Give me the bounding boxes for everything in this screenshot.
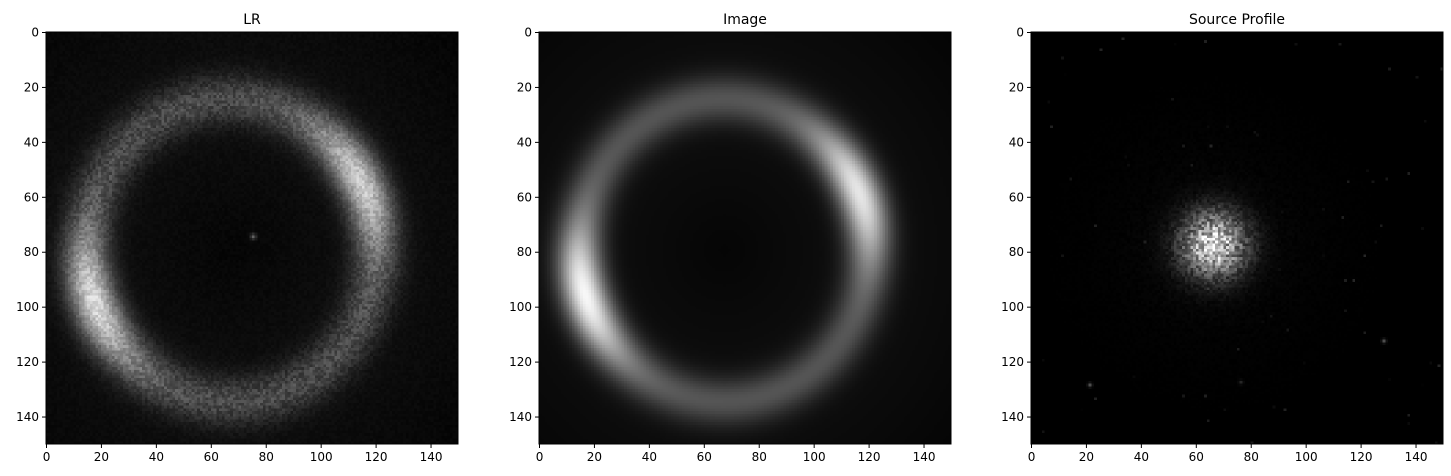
y-tick-label: 0 (31, 26, 39, 40)
x-tick-label: 140 (913, 450, 936, 464)
y-tick-label: 80 (1009, 245, 1024, 259)
panel-title-lr: LR (243, 12, 261, 28)
x-tick-label: 0 (43, 450, 51, 464)
y-tick-label: 140 (509, 410, 532, 424)
x-tick-label: 40 (642, 450, 657, 464)
y-tick-label: 140 (1001, 410, 1024, 424)
x-tick-label: 100 (310, 450, 333, 464)
x-tick-label: 40 (149, 450, 164, 464)
y-tick-label: 40 (517, 135, 532, 149)
y-tick-label: 120 (16, 355, 39, 369)
y-tick-label: 60 (1009, 190, 1024, 204)
heatmap-lr (46, 32, 458, 444)
x-tick-label: 20 (1079, 450, 1094, 464)
axes-frame-image (538, 31, 952, 445)
y-tick-label: 60 (24, 190, 39, 204)
x-tick-label: 80 (259, 450, 274, 464)
panel-title-image: Image (723, 12, 767, 28)
y-tick-label: 140 (16, 410, 39, 424)
x-tick-label: 140 (420, 450, 443, 464)
y-tick-label: 40 (1009, 135, 1024, 149)
axes-ticks-image: 0 20 40 60 80 100 120 140 0 20 40 60 80 100 120 140 (509, 26, 935, 465)
y-tick-label: 120 (509, 355, 532, 369)
x-tick-label: 20 (587, 450, 602, 464)
x-tick-label: 100 (1295, 450, 1318, 464)
y-tick-label: 80 (24, 245, 39, 259)
heatmap-canvas-source-profile (1031, 32, 1443, 444)
x-tick-label: 80 (752, 450, 767, 464)
x-tick-label: 60 (1189, 450, 1204, 464)
heatmap-canvas-lr (46, 32, 458, 444)
x-tick-label: 80 (1244, 450, 1259, 464)
y-tick-label: 100 (16, 300, 39, 314)
panel-image: Image 0 20 40 60 80 100 120 140 0 20 40 60 80 100 120 1… (509, 12, 952, 465)
x-tick-label: 100 (803, 450, 826, 464)
x-tick-label: 120 (1350, 450, 1373, 464)
axes-ticks-source-profile: 0 20 40 60 80 100 120 140 0 20 40 60 80 100 120 140 (1001, 26, 1427, 465)
x-tick-label: 60 (697, 450, 712, 464)
y-tick-label: 100 (1001, 300, 1024, 314)
heatmap-source-profile (1031, 32, 1443, 444)
panel-source-profile: Source Profile 0 20 40 60 80 100 120 140 0 20 40 60… (1001, 12, 1444, 465)
axes-ticks-lr: 0 20 40 60 80 100 120 140 0 20 40 60 80 100 120 140 (16, 26, 442, 465)
x-tick-label: 120 (858, 450, 881, 464)
panel-title-source-profile: Source Profile (1189, 12, 1285, 28)
x-tick-label: 0 (1028, 450, 1036, 464)
y-tick-label: 60 (517, 190, 532, 204)
y-tick-label: 20 (517, 80, 532, 94)
y-tick-label: 20 (1009, 80, 1024, 94)
y-tick-label: 40 (24, 135, 39, 149)
x-tick-label: 20 (94, 450, 109, 464)
heatmap-image (539, 32, 951, 444)
x-tick-label: 60 (204, 450, 219, 464)
axes-frame-source-profile (1030, 31, 1444, 445)
y-tick-label: 80 (517, 245, 532, 259)
y-tick-label: 100 (509, 300, 532, 314)
x-tick-label: 120 (365, 450, 388, 464)
x-tick-label: 40 (1134, 450, 1149, 464)
x-tick-label: 0 (536, 450, 544, 464)
panel-lr: LR 0 20 40 60 80 100 120 140 0 20 40 60 80 100 120 140 (16, 12, 459, 465)
y-tick-label: 120 (1001, 355, 1024, 369)
axes-frame-lr (45, 31, 459, 445)
y-tick-label: 0 (524, 26, 532, 40)
heatmap-canvas-image (539, 32, 951, 444)
x-tick-label: 140 (1405, 450, 1428, 464)
y-tick-label: 0 (1016, 26, 1024, 40)
y-tick-label: 20 (24, 80, 39, 94)
